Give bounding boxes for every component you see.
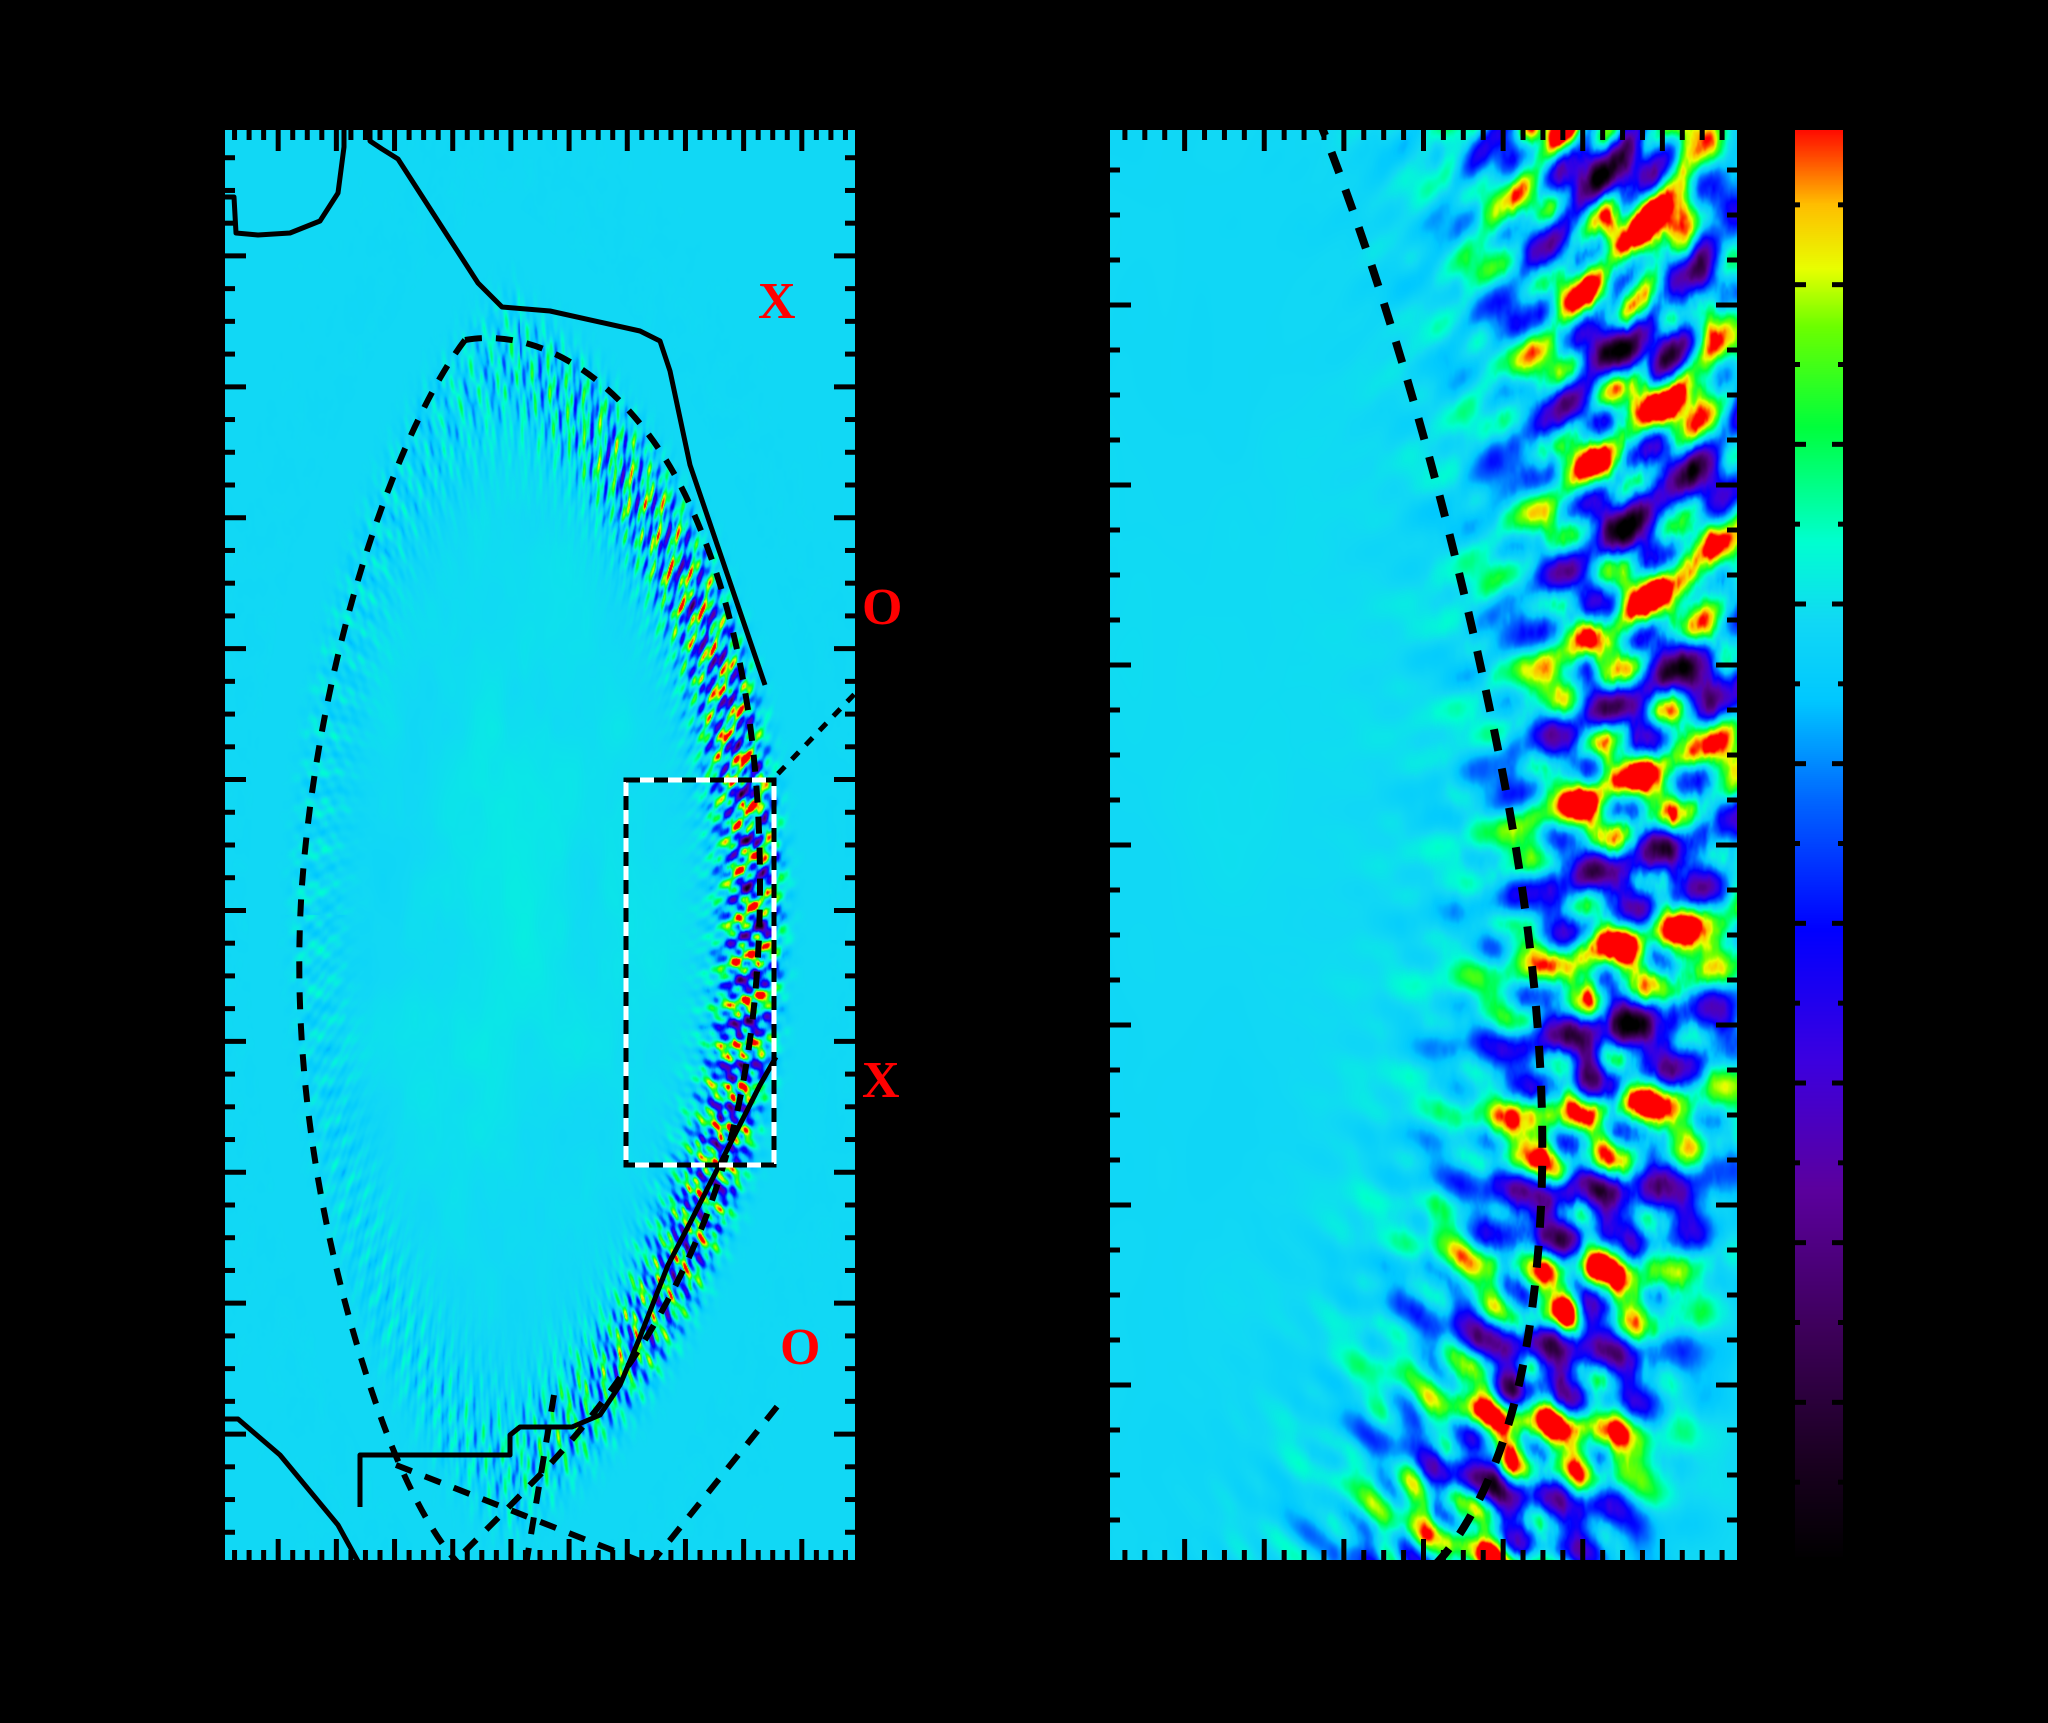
right-panel-heatmap-canvas — [1105, 125, 1742, 1565]
annotation-o-point-upper: O — [862, 579, 903, 636]
right-panel-zoomed-edge-region[interactable] — [1105, 125, 1742, 1565]
annotation-x-point-upper: X — [758, 273, 796, 330]
left-panel-heatmap-canvas — [220, 125, 860, 1565]
colorbar-gradient — [1790, 125, 1848, 1562]
colorbar[interactable] — [1790, 122, 1848, 1565]
annotation-o-point-lower: O — [780, 1319, 821, 1376]
left-panel-full-cross-section[interactable] — [220, 125, 860, 1565]
annotation-x-point-lower: X — [862, 1052, 900, 1109]
